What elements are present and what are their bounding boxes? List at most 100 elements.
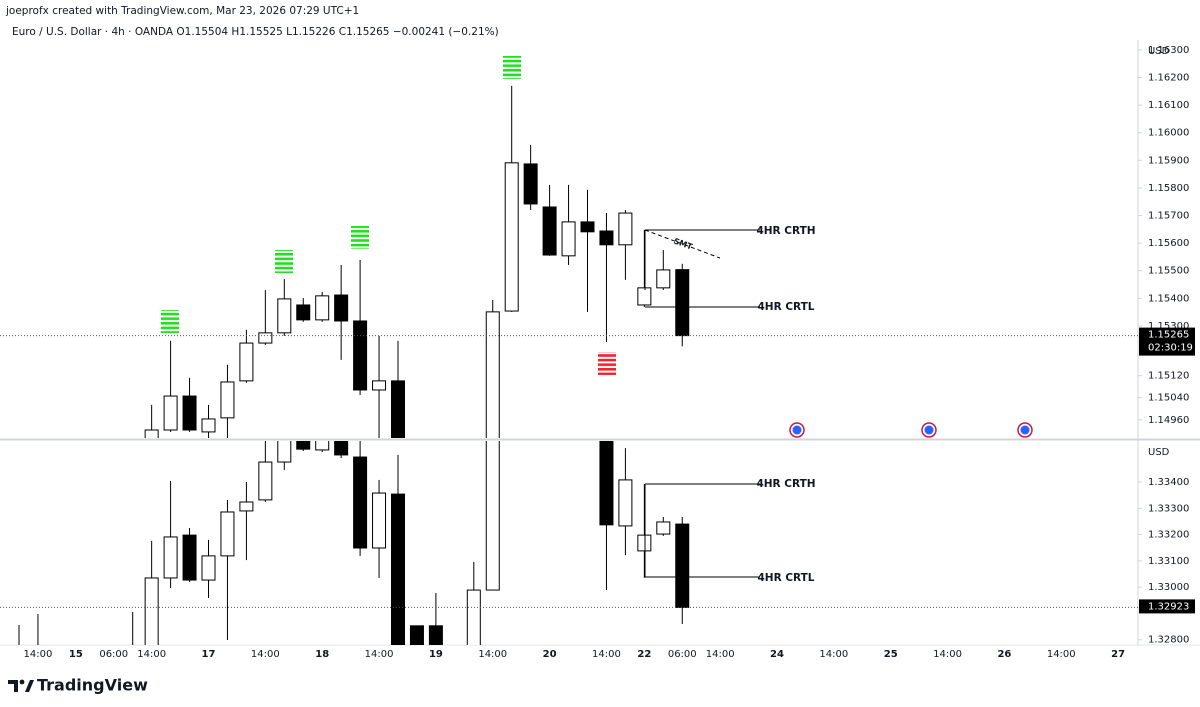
candle-body [675, 269, 690, 337]
y-tick-label: 1.16300 [1148, 45, 1189, 56]
y-tick-label: 1.15120 [1148, 371, 1189, 382]
candle-body [163, 395, 178, 431]
candle-body [353, 456, 368, 549]
candle-body [561, 221, 576, 257]
currency: USD [1148, 46, 1170, 57]
x-tick-label: 15 [69, 649, 83, 660]
candle-body [258, 461, 273, 501]
event-icon-core [792, 425, 802, 435]
candle-body [334, 294, 349, 322]
x-tick-label: 26 [997, 649, 1011, 660]
candle-body [428, 625, 443, 645]
candle-body [599, 230, 614, 246]
x-tick-label: 14:00 [819, 649, 848, 660]
candle-body [466, 589, 481, 645]
x-tick-label: 22 [637, 649, 651, 660]
ohlc-label: O [176, 26, 184, 38]
countdown: 02:30:19 [1148, 343, 1193, 354]
candle-body [485, 441, 500, 591]
ohlc-label: L [286, 26, 292, 38]
candle-body [580, 221, 595, 233]
change: −0.00241 [393, 26, 445, 38]
x-tick-label: 18 [315, 649, 329, 660]
axes: USD1.163001.162001.161001.160001.159001.… [24, 45, 1195, 660]
candle-body [618, 479, 633, 527]
candle-body [372, 380, 387, 391]
candle-body [144, 429, 159, 438]
candle-body [239, 342, 254, 382]
annotation: 4HR CRTL [757, 301, 814, 313]
x-tick-label: 17 [202, 649, 216, 660]
x-tick-label: 19 [429, 649, 443, 660]
ohlc-value: 1.15226 [292, 26, 336, 38]
ohlc-value: 1.15525 [239, 26, 282, 38]
y-tick-label: 1.33200 [1148, 530, 1189, 541]
y-tick-label: 1.15600 [1148, 238, 1189, 249]
event-icons [789, 422, 1033, 438]
y-tick-label: 1.15800 [1148, 183, 1189, 194]
ohlc-value: 1.15504 [185, 26, 229, 38]
brand: TradingView [37, 676, 148, 695]
ohlc-label: C [339, 26, 346, 38]
x-tick-label: 24 [770, 649, 784, 660]
candle-body [637, 534, 652, 552]
pane-top [0, 85, 1138, 438]
candle-body [504, 162, 519, 312]
ohlc-label: H [231, 26, 239, 38]
candle-body [656, 269, 671, 289]
candle-body [656, 521, 671, 535]
y-tick-label: 1.16200 [1148, 73, 1189, 84]
candle-body [296, 441, 311, 450]
last-price-label: 1.32923 [1148, 601, 1189, 612]
annotation: 4HR CRTH [756, 478, 815, 490]
y-tick-label: 1.33300 [1148, 503, 1189, 514]
x-tick-label: 14:00 [592, 649, 621, 660]
y-tick-label: 1.16100 [1148, 100, 1189, 111]
y-tick-label: 1.14960 [1148, 415, 1189, 426]
signal-marker [351, 226, 369, 249]
y-tick-label: 1.33400 [1148, 477, 1189, 488]
y-tick-label: 1.32800 [1148, 635, 1189, 646]
last-price-box [1139, 599, 1195, 614]
smt-line [644, 229, 721, 259]
signal-marker [161, 310, 179, 333]
x-tick-label: 14:00 [251, 649, 280, 660]
pane-bottom [0, 441, 1138, 645]
symbol: Euro / U.S. Dollar · 4h · OANDA [12, 26, 174, 38]
x-tick-label: 06:00 [668, 649, 697, 660]
x-tick-label: 14:00 [24, 649, 53, 660]
x-tick-label: 14:00 [478, 649, 507, 660]
candle-body [182, 395, 197, 431]
x-tick-label: 06:00 [99, 649, 128, 660]
candle-body [353, 320, 368, 391]
candle-body [315, 295, 330, 321]
annotation: 4HR CRTH [756, 225, 815, 237]
candle-body [523, 163, 538, 205]
signal-marker [503, 56, 521, 79]
candle-body [239, 501, 254, 512]
signal-marker [275, 250, 293, 273]
y-tick-label: 1.16000 [1148, 128, 1189, 139]
candle-body [258, 332, 273, 344]
event-icon-core [1020, 425, 1030, 435]
y-tick-label: 1.15500 [1148, 266, 1189, 277]
candle-body [277, 441, 292, 463]
x-tick-label: 14:00 [933, 649, 962, 660]
x-tick-label: 14:00 [365, 649, 394, 660]
candle-body [201, 555, 216, 581]
candle-body [599, 441, 614, 526]
candle-body [391, 493, 405, 645]
y-tick-label: 1.15700 [1148, 211, 1189, 222]
candle-body [675, 523, 690, 608]
event-icon-core [924, 425, 934, 435]
candle-body [201, 418, 216, 433]
candle-body [334, 441, 349, 456]
candle-body [220, 381, 235, 419]
legend: Euro / U.S. Dollar · 4h · OANDA O1.15504… [12, 26, 499, 38]
ohlc-value: 1.15265 [346, 26, 389, 38]
y-tick-label: 1.15040 [1148, 393, 1189, 404]
candle-body [144, 577, 159, 645]
